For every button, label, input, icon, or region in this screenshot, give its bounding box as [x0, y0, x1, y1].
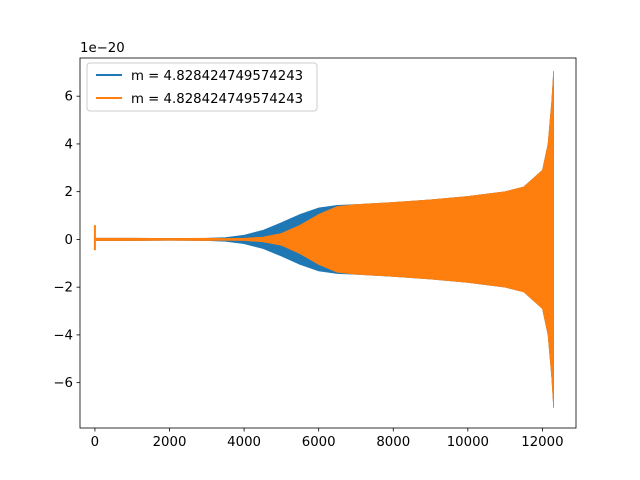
x-tick-label: 0 [91, 435, 99, 450]
y-axis: −6 −4 −2 0 2 4 6 [53, 90, 80, 391]
legend-label-series-1: m = 4.828424749574243 [131, 69, 303, 84]
legend-label-series-2: m = 4.828424749574243 [131, 92, 303, 107]
x-tick-label: 4000 [227, 435, 261, 450]
series-layer [93, 71, 554, 408]
x-tick-label: 12000 [521, 435, 563, 450]
x-axis: 0 2000 4000 6000 8000 10000 12000 [91, 428, 564, 450]
y-tick-label: 4 [65, 137, 73, 152]
x-tick-label: 6000 [302, 435, 336, 450]
y-tick-label: 0 [65, 233, 73, 248]
x-tick-label: 2000 [153, 435, 187, 450]
x-tick-label: 8000 [376, 435, 410, 450]
legend: m = 4.828424749574243 m = 4.828424749574… [86, 62, 318, 112]
plot-area [79, 57, 577, 429]
y-tick-label: −6 [53, 376, 73, 391]
series-2-band [94, 71, 554, 408]
axes-frame [79, 57, 577, 429]
y-tick-label: 6 [65, 90, 73, 105]
y-tick-label: −4 [53, 328, 73, 343]
y-offset-text: 1e−20 [80, 41, 125, 56]
x-tick-label: 10000 [447, 435, 489, 450]
y-tick-label: −2 [53, 281, 73, 296]
y-tick-label: 2 [65, 185, 73, 200]
legend-box [86, 62, 318, 112]
